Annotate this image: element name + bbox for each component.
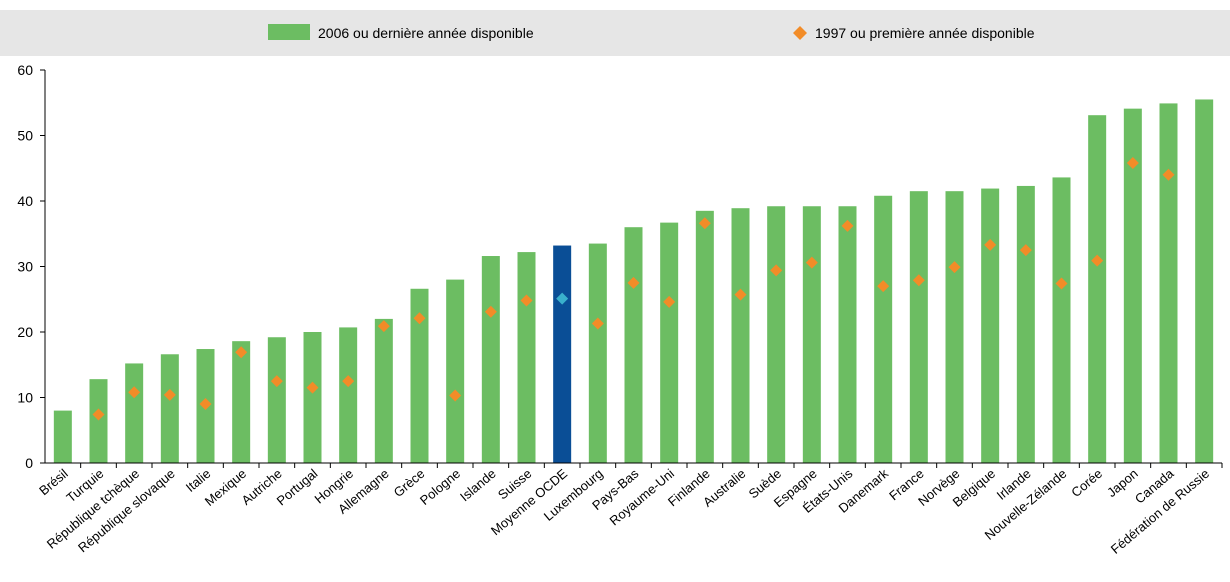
y-tick-label: 0: [25, 455, 33, 471]
bar: [1052, 177, 1071, 464]
bar: [909, 191, 928, 464]
diamond-marker: [520, 294, 533, 307]
bar: [767, 206, 786, 464]
diamond-marker: [770, 264, 783, 277]
legend-background: [0, 10, 1230, 56]
diamond-marker: [663, 295, 676, 308]
diamond-marker: [1055, 277, 1068, 290]
x-tick-label: Pologne: [417, 466, 463, 508]
diamond-marker: [841, 219, 854, 232]
legend-label-bars: 2006 ou dernière année disponible: [318, 25, 534, 41]
diamond-marker: [948, 261, 961, 274]
bar: [53, 410, 72, 463]
diamond-marker: [698, 217, 711, 230]
y-tick-label: 20: [17, 324, 33, 340]
diamond-marker: [805, 256, 818, 269]
diamond-marker: [984, 238, 997, 251]
diamond-marker: [1019, 244, 1032, 257]
diamond-marker: [1162, 168, 1175, 181]
y-tick-label: 40: [17, 193, 33, 209]
y-tick-label: 60: [17, 62, 33, 78]
bar: [339, 327, 358, 463]
bar: [553, 245, 572, 463]
diamond-marker: [306, 381, 319, 394]
bar: [838, 206, 857, 464]
y-tick-label: 50: [17, 128, 33, 144]
y-axis: 0 10 20 30 40 50 60: [17, 62, 46, 471]
markers: [92, 157, 1175, 421]
x-tick-label: Corée: [1068, 466, 1105, 500]
bar: [874, 195, 893, 463]
bar: [1159, 103, 1178, 463]
bar: [731, 208, 750, 463]
bar: [660, 222, 679, 463]
diamond-marker: [1126, 157, 1139, 170]
bar: [802, 206, 821, 464]
diamond-marker: [556, 292, 569, 305]
bar: [481, 256, 500, 463]
legend-swatch-bars: [268, 24, 310, 40]
legend-swatch-diamond: [793, 26, 807, 40]
bar: [945, 191, 964, 464]
bar: [1088, 115, 1107, 463]
diamond-marker: [163, 388, 176, 401]
legend: 2006 ou dernière année disponible 1997 o…: [0, 10, 1230, 56]
bar: [160, 354, 179, 463]
bar: [624, 227, 643, 463]
bar: [1195, 99, 1214, 463]
bar: [588, 243, 607, 463]
bar: [267, 337, 286, 463]
diamond-marker: [877, 280, 890, 293]
bar: [125, 363, 144, 463]
bar: [446, 279, 465, 463]
bar: [232, 341, 251, 463]
x-tick-label: Islande: [457, 466, 499, 504]
bar: [410, 288, 429, 463]
diamond-marker: [270, 375, 283, 388]
diamond-marker: [377, 320, 390, 333]
diamond-marker: [342, 375, 355, 388]
bar: [1016, 185, 1035, 463]
diamond-marker: [449, 389, 462, 402]
diamond-marker: [199, 398, 212, 411]
bar: [1123, 108, 1142, 464]
x-tick-label: Portugal: [274, 466, 321, 509]
bar: [517, 252, 536, 463]
diamond-marker: [92, 408, 105, 421]
diamond-marker: [484, 305, 497, 318]
bars: [53, 99, 1214, 464]
bar: [981, 188, 1000, 463]
bar: [303, 332, 322, 463]
diamond-marker: [413, 312, 426, 325]
diamond-marker: [912, 274, 925, 287]
bar: [374, 318, 393, 463]
y-tick-label: 10: [17, 390, 33, 406]
diamond-marker: [627, 276, 640, 289]
diamond-marker: [128, 386, 141, 399]
y-tick-label: 30: [17, 259, 33, 275]
diamond-marker: [591, 317, 604, 330]
diamond-marker: [734, 288, 747, 301]
diamond-marker: [1091, 254, 1104, 267]
legend-label-diamonds: 1997 ou première année disponible: [815, 25, 1035, 41]
bar: [695, 210, 714, 463]
diamond-marker: [235, 346, 248, 359]
bar: [89, 379, 108, 463]
